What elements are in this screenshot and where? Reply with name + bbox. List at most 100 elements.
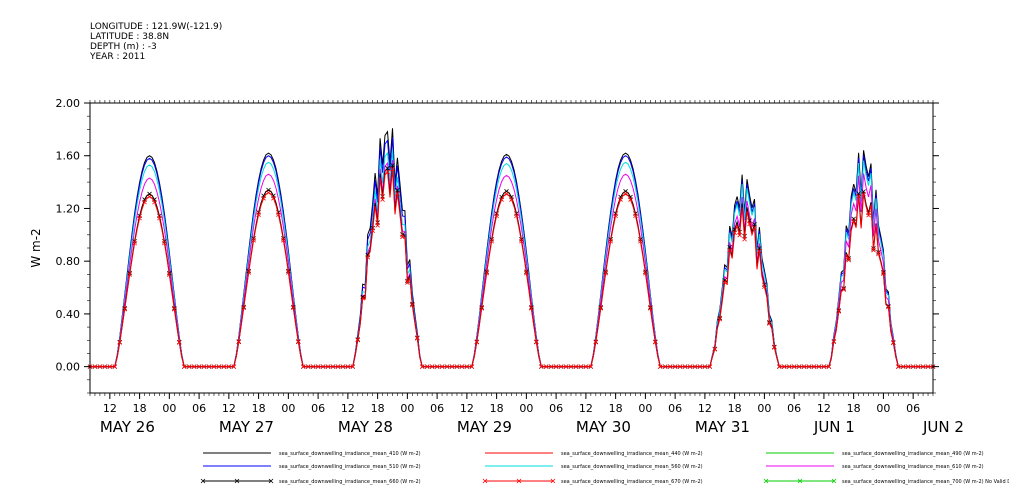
series-670-marker	[821, 364, 827, 369]
series-670-marker	[628, 197, 633, 202]
x-day-label: JUN 1	[813, 418, 855, 436]
series-670-marker	[454, 364, 460, 369]
y-tick-label: 0.80	[56, 255, 81, 268]
x-tick-label: 00	[281, 402, 295, 415]
series-670-marker	[211, 364, 217, 369]
x-tick-label: 00	[757, 402, 771, 415]
series-670-marker	[717, 316, 723, 322]
series-670-marker	[811, 364, 817, 369]
y-tick-label: 0.40	[56, 308, 81, 321]
series-670-marker	[910, 364, 916, 369]
latitude-text: LATITUDE : 38.8N	[90, 32, 170, 42]
series-660-marker	[385, 165, 390, 171]
series-670-marker	[563, 364, 569, 369]
series-670-marker	[266, 190, 271, 195]
series-670-marker	[350, 364, 356, 369]
series-670-marker	[876, 251, 881, 257]
series-660-line	[90, 165, 933, 368]
depth-text: DEPTH (m) : -3	[90, 42, 157, 52]
legend-label: sea_surface_downwelling_irradiance_mean_…	[842, 479, 1009, 485]
series-670-marker	[707, 364, 713, 369]
series-670-marker	[216, 364, 222, 369]
y-tick-label: 1.60	[56, 150, 81, 163]
series-670-marker	[851, 218, 856, 224]
series-670-marker	[137, 215, 142, 221]
series-670-marker	[643, 270, 648, 276]
series-670-marker	[419, 364, 425, 369]
legend-label: sea_surface_downwelling_irradiance_mean_…	[279, 451, 421, 457]
series-670-marker	[886, 304, 891, 310]
series-670-marker	[162, 240, 167, 246]
series-670-marker	[142, 199, 147, 205]
series-670-marker	[241, 305, 247, 311]
series-670-marker	[534, 339, 539, 345]
legend-marker	[200, 478, 206, 484]
series-670-marker	[117, 340, 123, 345]
series-670-marker	[896, 364, 901, 369]
legend-marker	[550, 478, 556, 484]
series-670-marker	[826, 364, 832, 369]
series-670-marker	[677, 364, 683, 369]
series-670-marker	[732, 230, 737, 236]
series-660-marker	[395, 187, 400, 193]
series-670-marker	[742, 236, 747, 242]
series-670-marker	[315, 364, 321, 369]
x-tick-label: 18	[133, 402, 147, 415]
x-tick-label: 12	[460, 402, 474, 415]
x-tick-label: 06	[311, 402, 325, 415]
series-670-marker	[310, 364, 316, 369]
y-tick-label: 0.00	[56, 361, 81, 374]
series-670-marker	[300, 364, 306, 369]
series-670-marker	[340, 364, 346, 369]
series-670-marker	[122, 306, 127, 312]
series-670-marker	[816, 364, 822, 369]
series-670-marker	[623, 191, 628, 197]
series-670-marker	[588, 364, 594, 369]
series-670-marker	[102, 364, 108, 369]
series-670-marker	[167, 272, 172, 277]
series-670-marker	[638, 238, 643, 244]
series-670-marker	[747, 221, 752, 227]
series-670-marker	[856, 193, 861, 199]
series-670-marker	[355, 337, 361, 343]
x-tick-label: 12	[103, 402, 117, 415]
series-670-marker	[662, 364, 668, 369]
series-670-marker	[181, 364, 187, 369]
series-670-marker	[548, 364, 554, 369]
series-670-marker	[201, 364, 207, 369]
series-670-marker	[281, 237, 286, 243]
series-670-marker	[176, 340, 182, 345]
metadata-header: LONGITUDE : 121.9W(-121.9) LATITUDE : 38…	[90, 22, 222, 62]
series-670-marker	[504, 191, 509, 197]
series-670-marker	[186, 364, 192, 369]
series-670-marker	[320, 364, 326, 369]
series-670-marker	[414, 336, 420, 341]
series-670-marker	[410, 302, 415, 308]
series-660-marker	[886, 303, 891, 309]
series-670-marker	[762, 284, 767, 290]
x-tick-label: 00	[162, 402, 176, 415]
series-670-marker	[286, 270, 291, 275]
legend-label: sea_surface_downwelling_irradiance_mean_…	[279, 479, 421, 485]
x-tick-label: 18	[490, 402, 504, 415]
x-tick-label: 00	[876, 402, 890, 415]
series-670-marker	[682, 364, 688, 369]
series-670-marker	[251, 237, 256, 243]
series-670-marker	[841, 287, 847, 292]
series-670-marker	[147, 194, 152, 199]
series-670-marker	[459, 364, 465, 369]
x-day-label: MAY 27	[219, 418, 274, 436]
series-670-marker	[891, 340, 896, 346]
series-670-marker	[791, 364, 797, 369]
x-day-label: MAY 31	[695, 418, 750, 436]
series-670-marker	[712, 347, 718, 352]
series-660-marker	[752, 221, 757, 227]
series-670-marker	[370, 228, 375, 233]
series-620-line	[90, 160, 933, 368]
series-670-marker	[529, 306, 534, 311]
series-670-marker	[514, 213, 519, 219]
series-670-marker	[801, 364, 807, 369]
x-day-label: MAY 28	[338, 418, 393, 436]
series-670-marker	[900, 364, 906, 369]
series-670-marker	[449, 364, 455, 369]
